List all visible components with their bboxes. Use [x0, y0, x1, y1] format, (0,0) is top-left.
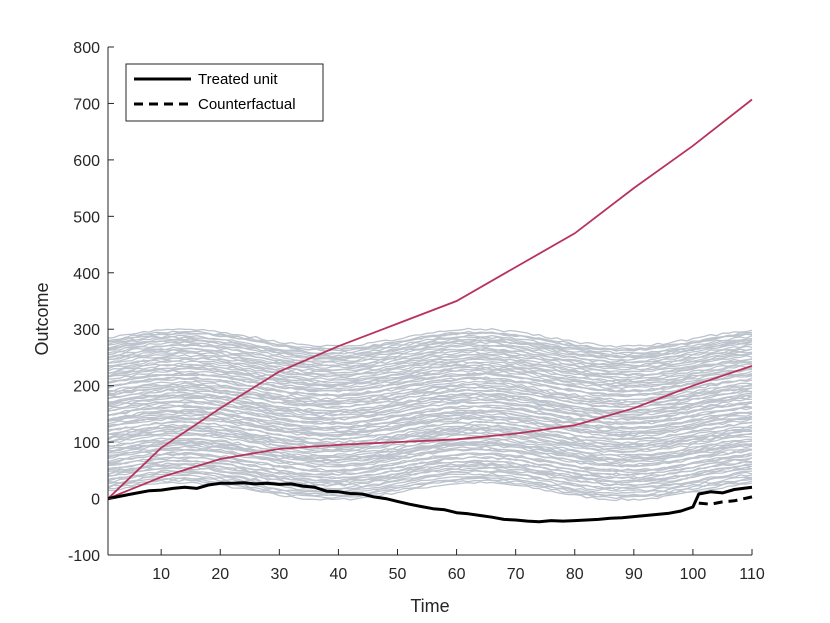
y-tick-label: -100 [68, 548, 100, 565]
donor-line [107, 388, 753, 409]
donor-line [107, 451, 753, 472]
donor-line [107, 330, 752, 350]
donor-line [107, 413, 753, 435]
donor-lines [107, 327, 753, 502]
y-tick-label: 700 [73, 96, 100, 113]
donor-line [107, 410, 753, 430]
y-tick-label: 400 [73, 266, 100, 283]
plot-area [107, 98, 753, 524]
y-tick-label: 800 [73, 40, 100, 57]
donor-line [107, 452, 753, 473]
y-tick-label: 600 [73, 153, 100, 170]
donor-line [107, 400, 753, 421]
donor-line [107, 459, 753, 479]
x-tick-label: 70 [507, 566, 525, 583]
donor-line [107, 347, 753, 368]
x-tick-label: 60 [448, 566, 466, 583]
donor-line [107, 465, 753, 486]
donor-line [107, 376, 753, 397]
donor-line [107, 365, 753, 386]
x-tick-label: 90 [625, 566, 643, 583]
donor-line [107, 404, 753, 424]
highlight-line-1 [107, 98, 753, 500]
y-tick-label: 300 [73, 322, 100, 339]
donor-line [107, 327, 753, 348]
x-tick-label: 10 [152, 566, 170, 583]
donor-line [107, 342, 753, 364]
x-tick-label: 50 [389, 566, 407, 583]
donor-line [107, 469, 753, 490]
x-tick-label: 20 [211, 566, 229, 583]
donor-line [107, 354, 753, 375]
donor-line [107, 417, 753, 438]
x-axis-label: Time [410, 596, 449, 616]
donor-line [107, 459, 753, 480]
donor-line [107, 380, 753, 401]
treated-line [107, 481, 753, 524]
donor-line [107, 472, 753, 493]
donor-line [107, 448, 753, 468]
x-tick-label: 30 [270, 566, 288, 583]
y-axis-label: Outcome [32, 282, 52, 355]
legend-box [125, 63, 324, 122]
y-tick-label: 200 [73, 379, 100, 396]
donor-line [107, 476, 753, 497]
donor-line [107, 412, 753, 433]
highlighted-lines [107, 98, 753, 500]
donor-line [107, 334, 753, 355]
donor-line [107, 439, 753, 460]
x-tick-label: 80 [566, 566, 584, 583]
donor-line [107, 356, 753, 376]
donor-line [107, 461, 753, 483]
y-tick-label: 100 [73, 435, 100, 452]
y-tick-label: 500 [73, 209, 100, 226]
donor-line [107, 447, 753, 468]
donor-line [107, 434, 753, 454]
tick-labels: -100 0 100 200 300 400 500 600 700 800 10 20 30 40 50 6… [68, 40, 765, 583]
donor-line [107, 382, 753, 403]
legend: Treated unit Counterfactual [125, 63, 324, 122]
x-tick-label: 100 [680, 566, 707, 583]
counterfactual-line [698, 495, 753, 506]
donor-line [107, 424, 753, 446]
donor-line [107, 431, 752, 451]
legend-label-counterfactual: Counterfactual [198, 96, 296, 113]
donor-line [107, 423, 753, 445]
donor-line [107, 474, 753, 495]
donor-line [107, 369, 753, 390]
donor-line [107, 341, 753, 361]
highlight-line-2 [107, 365, 753, 500]
axes [107, 46, 753, 556]
donor-line [107, 367, 753, 388]
donor-line [107, 350, 753, 371]
donor-line [107, 391, 753, 413]
donor-line [107, 331, 753, 352]
x-tick-label: 110 [739, 566, 765, 583]
donor-line [107, 420, 753, 441]
donor-line [107, 362, 753, 383]
donor-line [107, 346, 753, 367]
donor-line [107, 371, 753, 392]
y-tick-label: 0 [91, 492, 100, 509]
donor-line [107, 445, 753, 466]
donor-line [107, 399, 753, 419]
donor-line [107, 360, 753, 381]
x-tick-label: 40 [330, 566, 348, 583]
donor-line [107, 437, 753, 458]
legend-label-treated: Treated unit [198, 71, 278, 88]
series-lines [107, 481, 753, 524]
